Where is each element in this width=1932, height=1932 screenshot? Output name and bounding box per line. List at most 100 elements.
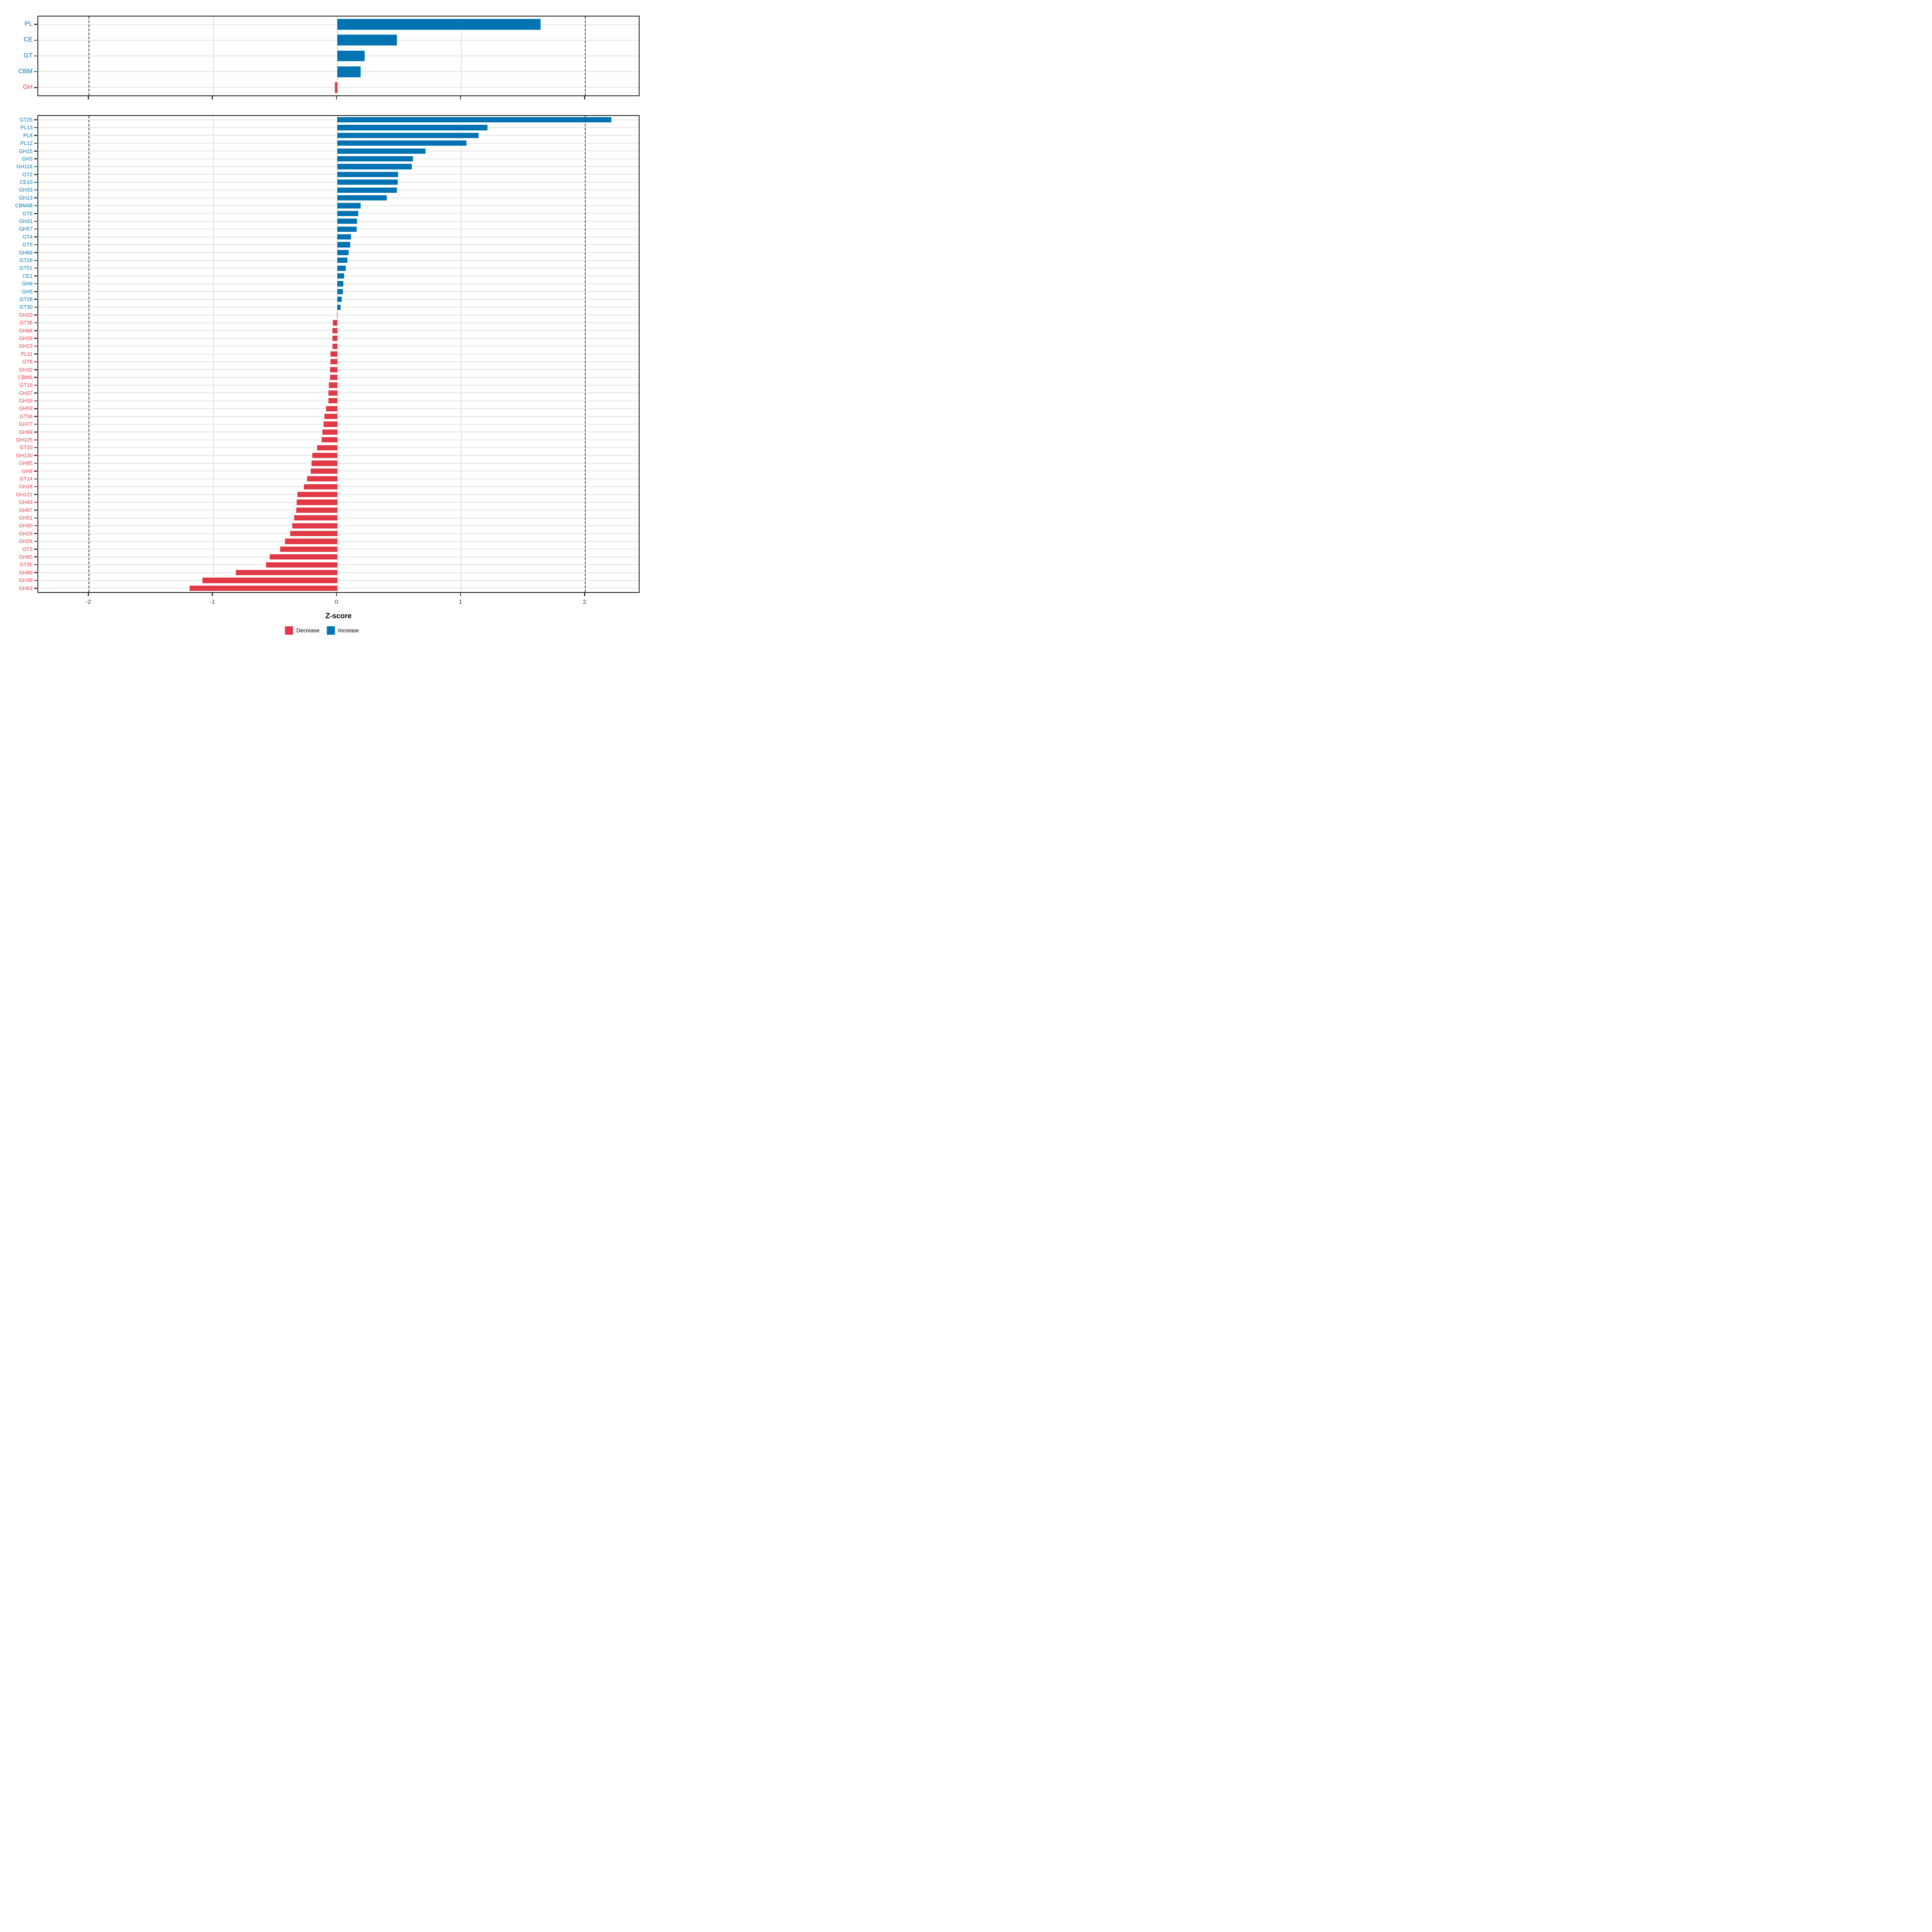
y-label-GH105: GH105 <box>16 437 33 443</box>
y-tick <box>34 423 37 425</box>
y-tick <box>34 478 37 480</box>
y-tick <box>34 510 37 511</box>
y-label-GH15: GH15 <box>19 148 33 154</box>
y-tick <box>34 494 37 495</box>
y-label-GH: GH <box>23 84 33 91</box>
bar-GT2 <box>337 171 398 178</box>
y-tick <box>34 525 37 526</box>
y-tick <box>34 580 37 581</box>
y-tick <box>34 486 37 487</box>
y-tick <box>34 462 37 464</box>
y-tick <box>34 267 37 269</box>
y-label-GH63: GH63 <box>19 585 33 591</box>
bar-GH13 <box>337 195 387 201</box>
y-label-GT35: GT35 <box>19 561 33 568</box>
legend-label: Increase <box>338 627 359 634</box>
y-tick <box>34 447 37 448</box>
bottom-panel-enzyme-families: GT25 PL13 PL8 PL12 GH15 GH3 GH116 GT2 CE10 GH33 GH… <box>15 115 640 593</box>
y-tick <box>34 369 37 370</box>
y-tick <box>34 564 37 566</box>
x-tick-label: -1 <box>209 599 215 605</box>
bar-GH18 <box>303 484 337 489</box>
y-tick <box>34 533 37 534</box>
bar-GT51 <box>337 265 346 271</box>
bar-PL12 <box>337 140 466 146</box>
y-tick <box>34 588 37 589</box>
v-gridline <box>461 116 462 592</box>
v-gridline <box>213 17 214 95</box>
y-label-GH66: GH66 <box>19 249 33 256</box>
bar-GH5 <box>337 289 343 294</box>
x-tick <box>88 96 89 99</box>
y-label-GH30: GH30 <box>19 522 33 529</box>
bar-GT4 <box>337 234 351 240</box>
h-gridline <box>38 322 639 323</box>
h-gridline <box>38 463 639 464</box>
y-tick <box>34 228 37 230</box>
y-label-GT36: GT36 <box>19 320 33 326</box>
y-label-GH51: GH51 <box>19 515 33 521</box>
y-label-GH38: GH38 <box>19 577 33 584</box>
y-label-GT8: GT8 <box>22 359 33 365</box>
y-label-GT: GT <box>23 52 33 59</box>
h-gridline <box>38 314 639 316</box>
y-tick <box>34 166 37 167</box>
y-tick <box>34 384 37 386</box>
x-tick <box>460 593 461 596</box>
h-gridline <box>38 385 639 386</box>
h-gridline <box>38 564 639 566</box>
y-label-PL8: PL8 <box>23 132 33 138</box>
y-tick <box>34 252 37 253</box>
h-gridline <box>38 533 639 534</box>
y-label-GT56: GT56 <box>19 413 33 419</box>
h-gridline <box>38 580 639 581</box>
h-gridline <box>38 486 639 487</box>
y-label-GH43: GH43 <box>19 499 33 506</box>
bar-GT9 <box>337 211 359 216</box>
x-tick <box>584 593 585 596</box>
x-tick-label: -2 <box>85 599 91 605</box>
y-label-GT19: GT19 <box>19 382 33 388</box>
bar-GH43 <box>297 500 337 505</box>
y-tick <box>34 338 37 339</box>
y-label-GH121: GH121 <box>16 491 33 497</box>
h-gridline <box>38 338 639 339</box>
bar-PL8 <box>337 132 479 138</box>
y-label-GH130: GH130 <box>16 452 33 458</box>
legend-label: Decrease <box>296 627 320 634</box>
bar-GH15 <box>337 148 425 154</box>
bar-GT36 <box>333 320 337 326</box>
h-gridline <box>38 416 639 417</box>
y-label-PL12: PL12 <box>20 140 33 147</box>
bar-PL13 <box>337 125 487 130</box>
bar-GH130 <box>312 453 337 458</box>
bar-GT35 <box>266 562 337 568</box>
y-tick <box>34 471 37 472</box>
x-axis-title: Z-score <box>325 612 352 620</box>
y-label-CE10: CE10 <box>19 179 33 186</box>
y-tick <box>34 541 37 542</box>
y-label-CE: CE <box>23 36 33 43</box>
y-label-GH39: GH39 <box>19 335 33 341</box>
y-tick <box>34 197 37 198</box>
bar-GH66 <box>337 250 349 255</box>
top-panel-enzyme-classes: PL CE GT CBM GH <box>18 16 640 96</box>
legend-item-increase: Increase <box>327 626 359 635</box>
y-tick <box>34 377 37 378</box>
y-label-GT26: GT26 <box>19 257 33 264</box>
y-label-GH20: GH20 <box>19 312 33 318</box>
y-tick <box>34 135 37 136</box>
x-tick-label: 1 <box>459 599 462 605</box>
y-label-GH95: GH95 <box>19 460 33 466</box>
bar-GH <box>334 82 337 93</box>
y-tick <box>34 158 37 159</box>
x-tick <box>584 96 585 99</box>
y-label-GT4: GT4 <box>22 233 33 240</box>
x-tick <box>212 96 213 99</box>
y-tick <box>34 236 37 237</box>
bar-GH26 <box>285 539 337 544</box>
x-tick <box>88 593 89 596</box>
y-label-CE1: CE1 <box>22 272 33 279</box>
y-tick <box>34 87 37 88</box>
x-tick-label: 2 <box>583 599 586 605</box>
